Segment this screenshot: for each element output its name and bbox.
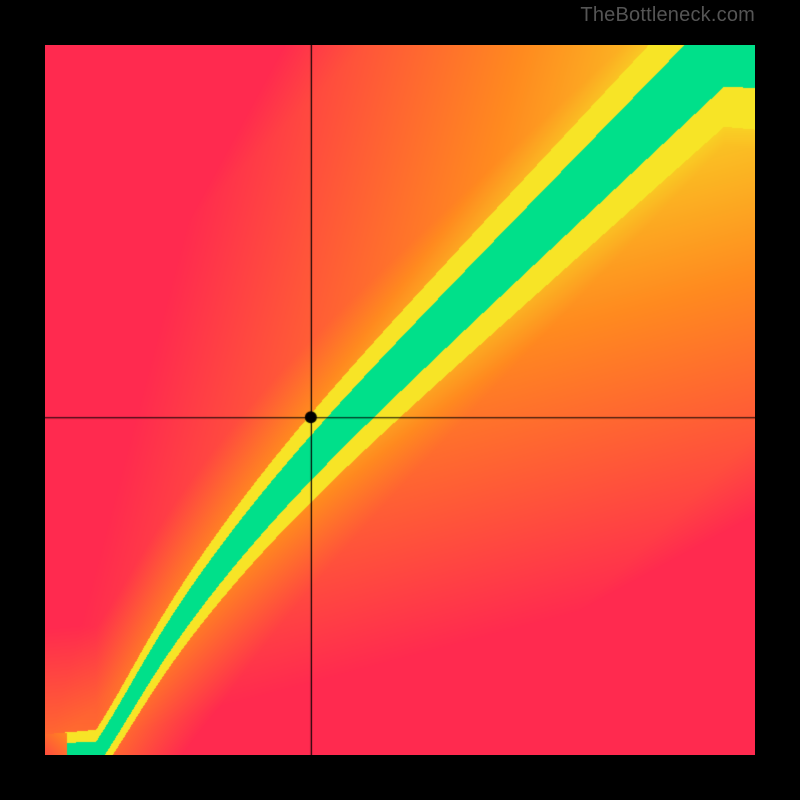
- crosshair-overlay: [45, 45, 755, 755]
- chart-container: { "watermark": { "text": "TheBottleneck.…: [0, 0, 800, 800]
- watermark-text: TheBottleneck.com: [580, 4, 755, 27]
